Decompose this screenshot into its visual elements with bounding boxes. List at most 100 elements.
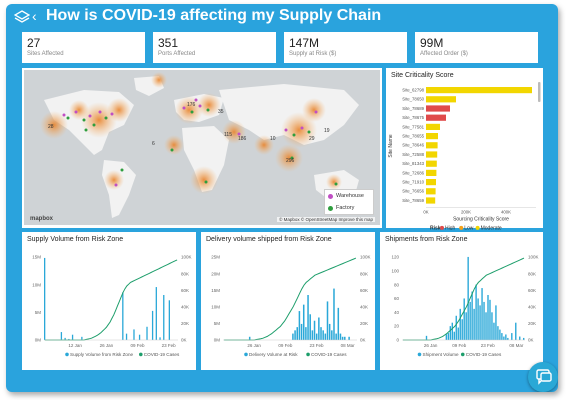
legend-label: Delivery Volume at Risk (249, 352, 298, 357)
bar (426, 169, 437, 176)
bar (451, 322, 453, 340)
y-tick-label: 80 (394, 282, 400, 287)
mapbox-logo[interactable]: mapbox (30, 216, 54, 222)
cluster-label: 28 (48, 124, 54, 130)
tick-label: 0K (423, 210, 428, 215)
kpi-label: Ports Affected (158, 51, 196, 57)
panel-title: Shipments from Risk Zone (385, 236, 468, 243)
chevron-left-icon[interactable]: ‹ (32, 8, 37, 24)
covid-cases-line (44, 259, 178, 341)
cluster-label: 186 (238, 136, 247, 142)
y2-tick-label: 40K (360, 304, 368, 309)
cluster-label: 29 (309, 136, 315, 142)
tick-label: Site_78689 (402, 106, 424, 111)
cluster-label: 176 (187, 102, 196, 108)
tick-label: Site_72686 (402, 170, 424, 175)
bar (337, 307, 340, 340)
bar (485, 312, 487, 340)
y-tick-label: 100 (391, 269, 399, 274)
bar (151, 310, 154, 340)
chat-icon (536, 369, 552, 385)
kpi-card-sites[interactable]: 27 Sites Affected (22, 32, 145, 63)
kpi-card-supply[interactable]: 147M Supply at Risk ($) (284, 32, 407, 63)
bar (292, 333, 294, 340)
bar (333, 288, 335, 340)
y2-tick-label: 20K (528, 321, 536, 326)
y-tick-label: 5M (214, 321, 221, 326)
tick-label: 400K (501, 210, 511, 215)
legend-dot (139, 352, 143, 357)
x-tick-label: 23 Feb (481, 343, 496, 348)
legend-label: Low (464, 226, 474, 230)
bar (302, 304, 305, 340)
legend-dot (460, 352, 465, 357)
bar (163, 295, 165, 340)
chat-button[interactable] (528, 362, 558, 392)
bar (501, 333, 503, 340)
legend-factory[interactable]: Factory (325, 202, 373, 214)
legend-warehouse[interactable]: Warehouse (325, 190, 373, 202)
kpi-value: 99M (420, 36, 444, 50)
shipments-chart[interactable]: 0 20 40 60 80 100 120 0K 20K 40K 60K 80K 100K 26 Jan 0… (380, 244, 543, 370)
legend-label: Moderate (481, 226, 502, 230)
x-tick-label: 09 Feb (452, 343, 467, 348)
x-tick-label: 23 Feb (309, 343, 324, 348)
delivery-volume-chart[interactable]: 0M 5M 10M 15M 20M 25M 0K 20K 40K 60K 80K 100K 26 Jan… (201, 244, 375, 370)
y-tick-label: 40 (394, 310, 400, 315)
bar (457, 327, 459, 340)
legend-label: Shipment Volume (423, 352, 459, 357)
layers-icon[interactable] (14, 10, 30, 24)
y2-tick-label: 100K (528, 255, 539, 260)
tick-label: Site_78650 (402, 97, 424, 102)
world-map[interactable]: 28 176 35 115 186 10 6 29 19 296 Warehou… (24, 70, 380, 225)
kpi-card-ports[interactable]: 351 Ports Affected (153, 32, 276, 63)
kpi-value: 351 (158, 36, 179, 50)
cluster-label: 10 (270, 136, 276, 142)
tick-label: Site_78646 (402, 143, 424, 148)
y-tick-label: 0 (396, 338, 399, 343)
kpi-label: Sites Affected (27, 51, 64, 57)
kpi-value: 147M (289, 36, 320, 50)
bar (324, 333, 327, 340)
bar (426, 142, 438, 149)
kpi-label: Affected Order ($) (420, 51, 468, 57)
bar (503, 336, 505, 340)
tick-label: 200K (461, 210, 471, 215)
kpi-card-orders[interactable]: 99M Affected Order ($) (415, 32, 538, 63)
y-tick-label: 20 (394, 324, 400, 329)
bar (341, 336, 344, 340)
bar (507, 337, 509, 340)
bar (125, 333, 128, 340)
y-tick-label: 15M (32, 255, 41, 260)
criticality-chart[interactable]: Site_62798 Site_78650 Site_78689 Site_78675… (386, 80, 543, 230)
x-tick-label: 26 Jan (100, 343, 114, 348)
bar (426, 179, 436, 186)
y2-tick-label: 100K (360, 255, 371, 260)
y2-tick-label: 100K (181, 255, 192, 260)
bar (426, 87, 532, 94)
bar (475, 284, 477, 340)
asia (219, 84, 359, 145)
cluster-label: 35 (218, 109, 224, 115)
bar (426, 160, 437, 167)
bar (294, 330, 296, 340)
x-tick-label: 26 Jan (424, 343, 438, 348)
bar (300, 323, 303, 340)
x-tick-label: 12 Jan (68, 343, 82, 348)
bar (523, 337, 525, 340)
x-tick-label: 08 Mar (341, 343, 356, 348)
supply-volume-chart[interactable]: 0M 5M 10M 15M 0K 20K 40K 60K 80K 100K 12 Jan 26 Jan… (22, 244, 196, 370)
header: ‹ How is COVID-19 affecting my Supply Ch… (6, 4, 558, 30)
x-tick-label: 26 Jan (247, 343, 261, 348)
bar (463, 298, 465, 340)
bar (313, 320, 316, 340)
tick-label: Site_78655 (402, 134, 424, 139)
bar (519, 336, 521, 340)
map-attribution[interactable]: © Mapbox © OpenStreetMap Improve this ma… (277, 217, 375, 222)
bar (320, 327, 322, 340)
scrollbar (538, 82, 541, 102)
y2-tick-label: 20K (360, 321, 368, 326)
bar (344, 336, 346, 340)
bar (426, 105, 450, 112)
bar (248, 336, 251, 340)
